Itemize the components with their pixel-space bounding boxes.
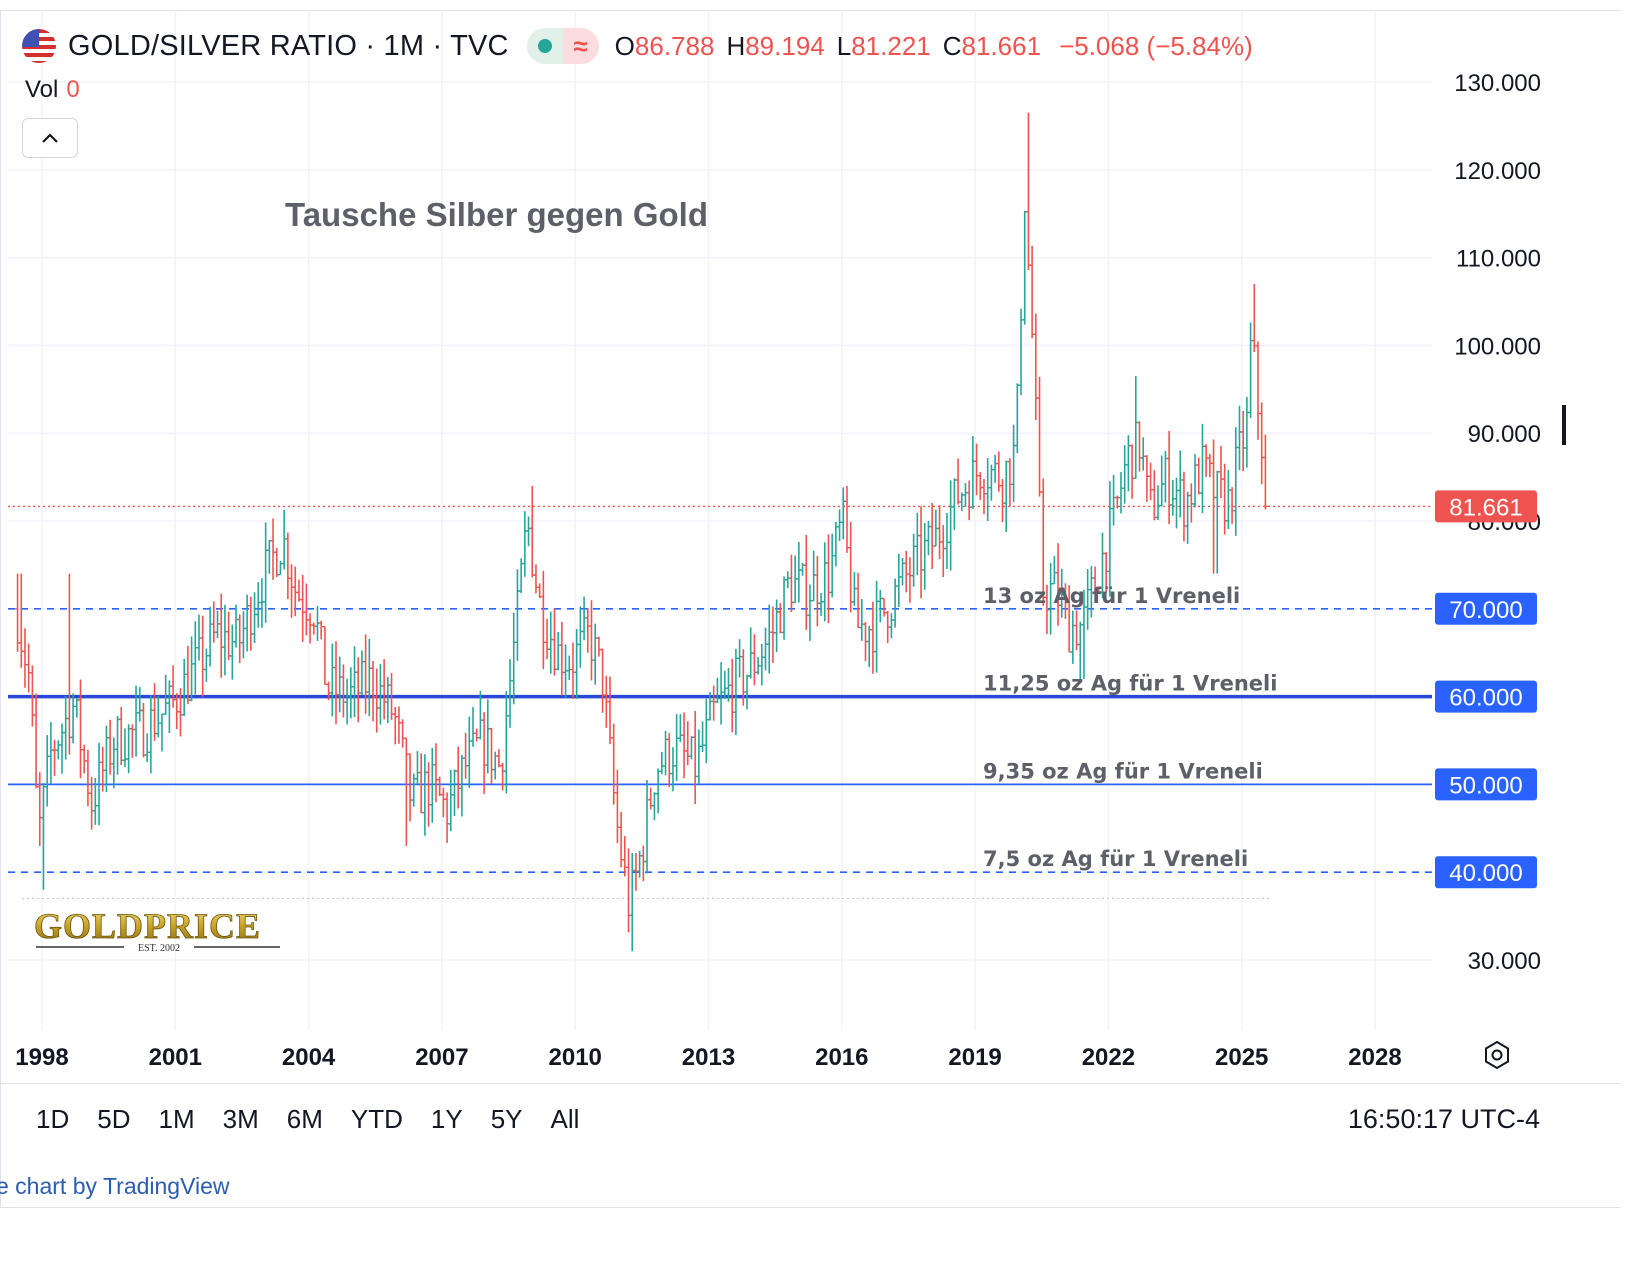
level-annotation-70: 13 oz Ag für 1 Vreneli xyxy=(983,584,1240,608)
range-3m[interactable]: 3M xyxy=(222,1104,259,1134)
low-key: L xyxy=(836,30,852,61)
horizontal-levels xyxy=(8,505,1432,900)
level-badge-60-bg xyxy=(1435,680,1537,713)
bottom-divider xyxy=(0,1083,1620,1084)
y-tick-label: 100.000 xyxy=(1454,333,1541,360)
level-badge-60: 60.000 xyxy=(1449,685,1522,712)
level-annotations: 13 oz Ag für 1 Vreneli 11,25 oz Ag für 1 … xyxy=(983,584,1277,871)
x-tick-label: 2010 xyxy=(549,1044,602,1071)
y-tick-label: 110.000 xyxy=(1456,246,1541,273)
time-range-selector: 1D 5D 1M 3M 6M YTD 1Y 5Y All xyxy=(36,1104,607,1135)
goldprice-logo: GOLDPRICE EST. 2002 xyxy=(34,906,284,956)
level-badge-50: 50.000 xyxy=(1449,772,1522,799)
close-key: C xyxy=(942,30,962,61)
symbol-title[interactable]: GOLD/SILVER RATIO · 1M · TVC xyxy=(68,29,509,62)
scrollbar-handle[interactable] xyxy=(1562,405,1566,445)
level-price-badges: 70.000 60.000 50.000 40.000 81.661 xyxy=(1435,490,1537,889)
range-1y[interactable]: 1Y xyxy=(430,1104,463,1134)
close-value: 81.661 xyxy=(961,30,1042,61)
x-tick-label: 2025 xyxy=(1215,1044,1268,1071)
range-1d[interactable]: 1D xyxy=(36,1104,70,1134)
delayed-data-icon: ≈ xyxy=(562,28,599,64)
market-status-icon xyxy=(526,28,563,64)
level-annotation-50: 9,35 oz Ag für 1 Vreneli xyxy=(983,759,1263,783)
volume-legend: Vol 0 xyxy=(25,76,80,104)
open-key: O xyxy=(614,30,635,61)
last-price-badge-bg xyxy=(1435,490,1537,523)
range-5d[interactable]: 5D xyxy=(97,1104,131,1134)
chart-header: GOLD/SILVER RATIO · 1M · TVC ≈ O86.788 H… xyxy=(22,26,1253,66)
settings-gear-icon[interactable] xyxy=(1482,1040,1512,1070)
x-axis-labels: 1998 2001 2004 2007 2010 2013 2016 2019 2022 2025… xyxy=(15,1044,1401,1071)
range-ytd[interactable]: YTD xyxy=(350,1104,403,1134)
x-tick-label: 2016 xyxy=(815,1044,868,1071)
open-value: 86.788 xyxy=(634,30,715,61)
high-key: H xyxy=(726,30,746,61)
ohlc-readout: O86.788 H89.194 L81.221 C81.661 −5.068 (… xyxy=(615,31,1253,62)
level-annotation-40: 7,5 oz Ag für 1 Vreneli xyxy=(983,847,1248,871)
level-badge-70: 70.000 xyxy=(1449,597,1522,624)
y-tick-label: 120.000 xyxy=(1454,158,1541,185)
grid-lines xyxy=(8,12,1432,1030)
ohlc-bars xyxy=(15,112,1268,952)
x-tick-label: 2004 xyxy=(282,1044,336,1071)
x-tick-label: 2019 xyxy=(948,1044,1001,1071)
clock-readout[interactable]: 16:50:17 UTC-4 xyxy=(1347,1104,1540,1134)
low-value: 81.221 xyxy=(851,30,931,61)
high-value: 89.194 xyxy=(745,30,825,61)
change-value: −5.068 (−5.84%) xyxy=(1059,30,1253,61)
range-5y[interactable]: 5Y xyxy=(490,1104,523,1134)
x-tick-label: 2013 xyxy=(682,1044,735,1071)
level-badge-50-bg xyxy=(1435,768,1537,801)
x-tick-label: 1998 xyxy=(15,1044,68,1071)
status-pill[interactable]: ≈ xyxy=(526,28,599,64)
level-badge-40-bg xyxy=(1435,856,1537,889)
range-all[interactable]: All xyxy=(550,1104,580,1134)
level-annotation-60: 11,25 oz Ag für 1 Vreneli xyxy=(983,672,1277,696)
level-badge-70-bg xyxy=(1435,592,1537,625)
chevron-up-icon xyxy=(42,133,58,143)
x-tick-label: 2028 xyxy=(1348,1044,1401,1071)
us-flag-icon xyxy=(22,29,56,63)
range-1m[interactable]: 1M xyxy=(158,1104,195,1134)
range-6m[interactable]: 6M xyxy=(286,1104,323,1134)
last-price-badge: 81.661 xyxy=(1449,494,1522,521)
y-axis-labels: 130.000120.000110.000100.00090.00080.000… xyxy=(1454,70,1541,975)
y-tick-label: 130.000 xyxy=(1454,70,1541,97)
chart-canvas[interactable]: 130.000120.000110.000100.00090.00080.000… xyxy=(0,0,1632,1085)
y-tick-label: 30.000 xyxy=(1468,948,1541,975)
volume-label: Vol xyxy=(25,76,59,103)
tradingview-credit-link[interactable]: e chart by TradingView xyxy=(0,1173,230,1199)
x-tick-label: 2007 xyxy=(415,1044,468,1071)
collapse-legend-button[interactable] xyxy=(22,118,78,158)
volume-value: 0 xyxy=(66,76,80,103)
annotation-title[interactable]: Tausche Silber gegen Gold xyxy=(285,196,708,233)
y-tick-label: 90.000 xyxy=(1468,421,1541,448)
x-tick-label: 2001 xyxy=(149,1044,202,1071)
x-tick-label: 2022 xyxy=(1082,1044,1135,1071)
level-badge-40: 40.000 xyxy=(1449,860,1522,887)
logo-est: EST. 2002 xyxy=(138,943,180,954)
logo-wordmark: GOLDPRICE xyxy=(34,906,261,946)
